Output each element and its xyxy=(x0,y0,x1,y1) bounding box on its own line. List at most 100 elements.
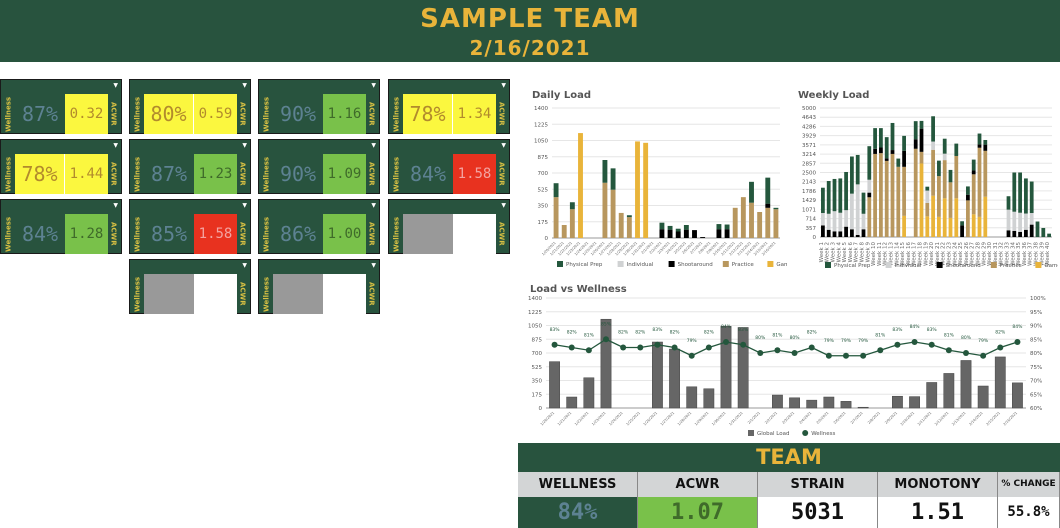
acwr-value: 1.28 xyxy=(65,214,108,254)
weekly-load-chart: Weekly Load 0 357 714 1071 1429 1786 2143 2500 28… xyxy=(798,90,1058,269)
player-tile[interactable]: ▼ Wellness 84% 1.58 ACWR xyxy=(388,139,510,194)
wellness-value xyxy=(273,274,323,314)
x-tick-label: Week 21 xyxy=(935,242,941,266)
report-date: 2/16/2021 xyxy=(469,36,591,60)
dropdown-arrow-icon[interactable]: ▼ xyxy=(501,202,506,209)
player-tile[interactable]: ▼ Wellness ACWR xyxy=(129,259,251,314)
x-tick-label: 1/25/2021 xyxy=(625,411,641,427)
dropdown-arrow-icon[interactable]: ▼ xyxy=(371,202,376,209)
player-tile[interactable]: ▼ Wellness 90% 1.09 ACWR xyxy=(258,139,380,194)
bar-segment-shootaround xyxy=(966,194,970,201)
player-tile[interactable]: ▼ Wellness 86% 1.00 ACWR xyxy=(258,199,380,254)
bar-segment-individual xyxy=(832,211,837,232)
wellness-data-label: 84% xyxy=(721,324,732,330)
x-tick-label: Week 6 xyxy=(848,242,854,263)
bar-global-load xyxy=(909,396,920,409)
player-tile[interactable]: ▼ Wellness 78% 1.44 ACWR xyxy=(0,139,122,194)
legend-label: Global Load xyxy=(757,431,790,437)
bar-segment-game xyxy=(902,215,906,237)
bar-segment-physical-prep xyxy=(821,187,825,214)
wellness-point xyxy=(637,344,644,351)
dropdown-arrow-icon[interactable]: ▼ xyxy=(242,142,247,149)
bar-segment-shootaround xyxy=(724,229,730,238)
player-tile[interactable]: ▼ Wellness ACWR xyxy=(258,259,380,314)
player-tile[interactable]: ▼ Wellness 87% 1.23 ACWR xyxy=(129,139,251,194)
x-tick-label: Week 39 xyxy=(1039,242,1045,266)
wellness-point xyxy=(843,352,849,359)
bar-segment-physical-prep xyxy=(844,171,848,211)
bar-segment-shootaround xyxy=(1006,230,1011,237)
player-tile[interactable]: ▼ Wellness 85% 1.58 ACWR xyxy=(129,199,251,254)
y-tick-label: 0 xyxy=(813,235,817,241)
player-tile[interactable]: ▼ Wellness 87% 0.32 ACWR xyxy=(0,79,122,134)
bar-segment-individual xyxy=(861,213,866,230)
dropdown-arrow-icon[interactable]: ▼ xyxy=(113,202,118,209)
bar-segment-game xyxy=(942,198,947,237)
x-tick-label: Week 9 xyxy=(865,242,871,263)
acwr-label: ACWR xyxy=(497,102,506,126)
wellness-point xyxy=(603,336,609,343)
y-tick-label: 525 xyxy=(532,365,543,371)
wellness-data-label: 81% xyxy=(772,332,783,338)
dropdown-arrow-icon[interactable]: ▼ xyxy=(242,262,247,269)
x-tick-label: Week 15 xyxy=(900,242,906,266)
wellness-line xyxy=(554,338,1018,357)
x-tick-label: Week 11 xyxy=(877,242,883,266)
wellness-data-label: 84% xyxy=(910,324,921,330)
y-tick-label: 0 xyxy=(539,406,543,412)
acwr-value: 1.34 xyxy=(453,94,496,134)
wellness-label: Wellness xyxy=(133,96,142,132)
bar-segment-game xyxy=(635,141,640,238)
player-tile[interactable]: ▼ Wellness 80% 0.59 ACWR xyxy=(129,79,251,134)
player-tile[interactable]: ▼ Wellness ACWR xyxy=(388,199,510,254)
wellness-point xyxy=(620,344,627,351)
bar-segment-physical-prep xyxy=(569,202,575,210)
bar-global-load xyxy=(857,406,869,409)
wellness-data-label: 82% xyxy=(635,330,646,336)
bar-segment-individual xyxy=(855,184,860,235)
bar-segment-practice xyxy=(553,197,559,238)
y-tick-label: 1400 xyxy=(528,296,542,302)
bar-global-load xyxy=(840,401,852,409)
dropdown-arrow-icon[interactable]: ▼ xyxy=(371,142,376,149)
dropdown-arrow-icon[interactable]: ▼ xyxy=(371,82,376,89)
dropdown-arrow-icon[interactable]: ▼ xyxy=(113,142,118,149)
y-tick-label: 875 xyxy=(538,155,549,161)
y2-tick-label: 60% xyxy=(1030,406,1042,412)
dropdown-arrow-icon[interactable]: ▼ xyxy=(242,202,247,209)
wellness-value xyxy=(144,274,194,314)
bar-segment-physical-prep xyxy=(610,168,616,190)
bar-segment-game xyxy=(578,133,583,238)
wellness-value: 86% xyxy=(279,222,317,246)
wellness-label: Wellness xyxy=(4,96,13,132)
wellness-label: Wellness xyxy=(392,96,401,132)
x-tick-label: Week 25 xyxy=(958,242,964,266)
dropdown-arrow-icon[interactable]: ▼ xyxy=(242,82,247,89)
acwr-value: 1.44 xyxy=(65,154,108,194)
load-vs-wellness-chart: Load vs Wellness 0 175 350 525 700 875 1050 1225… xyxy=(528,284,1046,437)
chart-title: Weekly Load xyxy=(798,90,869,101)
player-tile[interactable]: ▼ Wellness 84% 1.28 ACWR xyxy=(0,199,122,254)
player-tile[interactable]: ▼ Wellness 90% 1.16 ACWR xyxy=(258,79,380,134)
bar-segment-practice xyxy=(937,176,941,217)
bar-segment-physical-prep xyxy=(873,128,877,149)
wellness-data-label: 83% xyxy=(550,327,561,333)
bar-segment-game xyxy=(925,216,930,237)
dropdown-arrow-icon[interactable]: ▼ xyxy=(501,142,506,149)
player-tile[interactable]: ▼ Wellness 78% 1.34 ACWR xyxy=(388,79,510,134)
wellness-value: 84% xyxy=(409,162,447,186)
y-tick-label: 4643 xyxy=(802,115,816,121)
bar-segment-physical-prep xyxy=(942,138,947,154)
dropdown-arrow-icon[interactable]: ▼ xyxy=(371,262,376,269)
y2-tick-label: 75% xyxy=(1030,365,1042,371)
x-tick-label: 2/3/2021 xyxy=(781,411,795,425)
bar-segment-shootaround xyxy=(913,139,918,149)
bar-global-load xyxy=(720,326,732,409)
dropdown-arrow-icon[interactable]: ▼ xyxy=(501,82,506,89)
bar-segment-physical-prep xyxy=(1012,172,1017,212)
team-header-strain: STRAIN xyxy=(758,472,878,497)
dropdown-arrow-icon[interactable]: ▼ xyxy=(113,82,118,89)
x-tick-label: 2/12/2021 xyxy=(934,411,950,427)
bar-global-load xyxy=(772,394,783,409)
acwr-value: 1.16 xyxy=(323,94,366,134)
